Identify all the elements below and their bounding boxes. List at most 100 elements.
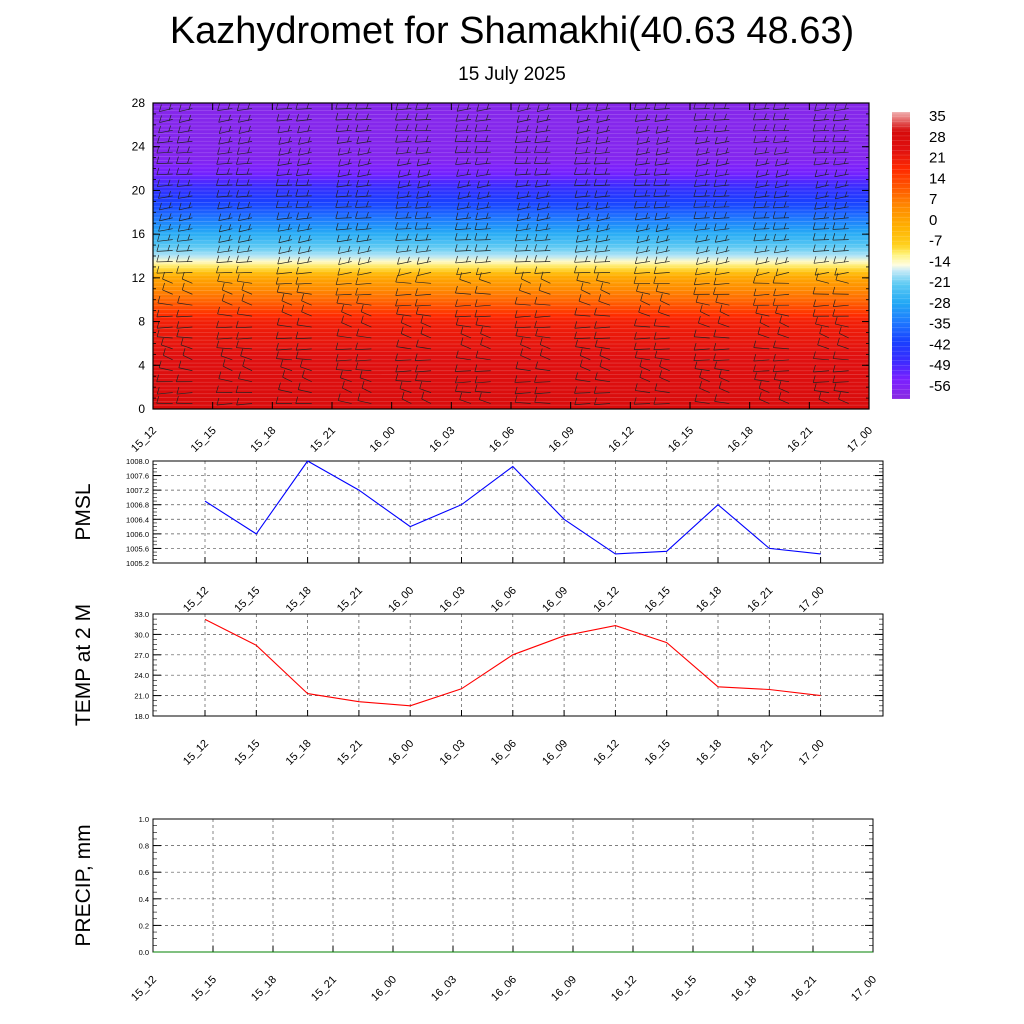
wind-barb	[633, 189, 651, 197]
pmsl-x-tick-label: 16_09	[540, 585, 570, 615]
profile-x-tick-label: 15_15	[189, 425, 219, 455]
wind-barb	[416, 190, 432, 199]
wind-barb	[812, 233, 830, 241]
precip-y-tick-label: 0.6	[139, 868, 149, 877]
wind-barb	[216, 157, 233, 165]
wind-barb	[339, 370, 352, 383]
wind-barb	[517, 202, 531, 211]
wind-barb	[813, 212, 830, 220]
wind-barb	[460, 337, 472, 350]
contour-bands	[153, 106, 869, 406]
wind-barb	[474, 244, 491, 252]
wind-barb	[534, 266, 551, 274]
wind-barb	[395, 373, 412, 383]
wind-barb	[633, 276, 651, 284]
wind-barb	[335, 353, 352, 362]
wind-barb	[636, 284, 651, 295]
wind-barb	[580, 282, 591, 295]
wind-barb	[337, 245, 352, 254]
profile-x-tick-label: 16_21	[785, 425, 815, 455]
wind-barb	[593, 178, 611, 187]
profile-panel: 0 4 8 12 16 20 24 28 15_12 15_15 15_18 15_21 16_00 1…	[129, 96, 875, 455]
wind-barb	[218, 136, 233, 145]
wind-barb	[300, 359, 312, 372]
wind-barb	[517, 103, 531, 113]
wind-barb	[653, 200, 670, 209]
wind-barb	[420, 315, 432, 328]
wind-barb	[156, 386, 173, 395]
wind-barb	[774, 245, 790, 254]
wind-barb	[634, 350, 651, 361]
wind-barb	[479, 392, 491, 404]
wind-barb	[455, 384, 472, 393]
wind-barb	[693, 287, 710, 295]
wind-barb	[357, 268, 372, 276]
wind-barb	[655, 224, 670, 232]
temp2m-y-tick-label: 18.0	[134, 712, 149, 721]
wind-barb	[355, 200, 372, 208]
precip-x-tick-label: 16_21	[789, 974, 819, 1004]
wind-barb	[335, 342, 352, 351]
profile-y-tick-label: 8	[138, 315, 145, 329]
wind-barb	[176, 396, 193, 404]
wind-barb	[218, 234, 233, 243]
wind-barb	[772, 211, 790, 219]
wind-barb	[356, 179, 372, 188]
wind-barb	[456, 267, 472, 276]
wind-barb	[574, 307, 591, 317]
wind-barb	[534, 386, 551, 395]
wind-barb	[835, 191, 849, 200]
wind-barb	[755, 306, 770, 317]
wind-barb	[693, 329, 710, 339]
wind-barb	[474, 222, 491, 231]
wind-barb	[277, 158, 293, 166]
wind-barb	[400, 326, 412, 339]
wind-barb	[276, 351, 293, 361]
wind-barb	[818, 392, 830, 404]
precip-x-tick-label: 16_09	[549, 974, 579, 1004]
wind-barb	[178, 360, 193, 372]
wind-barb	[396, 339, 412, 350]
colorbar-label: -56	[929, 378, 951, 395]
wind-barb	[833, 201, 849, 210]
wind-barb	[693, 200, 710, 208]
wind-barb	[156, 374, 173, 383]
wind-barb	[636, 235, 651, 244]
wind-barb	[593, 265, 611, 274]
wind-barb	[355, 112, 372, 121]
colorbar-ramp	[892, 112, 910, 399]
wind-barb	[357, 158, 372, 167]
wind-barb	[276, 212, 293, 220]
wind-barb	[812, 222, 830, 230]
wind-barb	[653, 178, 670, 186]
wind-barb	[514, 386, 531, 395]
wind-barb	[659, 370, 670, 383]
precip-x-tick-label: 16_00	[369, 974, 399, 1004]
wind-barb	[714, 361, 730, 372]
wind-barb	[693, 343, 710, 351]
temp2m-frame	[152, 613, 884, 717]
wind-barb	[773, 190, 790, 199]
wind-barb	[216, 320, 233, 329]
wind-barb	[834, 316, 849, 328]
wind-barb	[715, 295, 730, 306]
wind-barb	[236, 190, 253, 198]
wind-barb	[156, 156, 173, 164]
pmsl-y-tick-label: 1007.2	[126, 486, 149, 495]
wind-barb	[539, 348, 551, 361]
wind-barb	[277, 125, 293, 134]
wind-barb	[832, 134, 849, 143]
wind-barb	[698, 315, 710, 328]
wind-barb	[277, 256, 293, 265]
wind-barb	[414, 353, 432, 361]
wind-barb	[536, 114, 551, 123]
precip-x-tick-label: 16_18	[729, 974, 759, 1004]
wind-barb	[773, 372, 790, 383]
wind-barb	[158, 125, 173, 134]
wind-barb	[455, 285, 472, 295]
wind-barb	[416, 256, 432, 265]
wind-barb	[717, 315, 730, 328]
wind-barb	[694, 124, 710, 133]
wind-barb	[695, 136, 710, 145]
wind-barb	[455, 157, 472, 165]
